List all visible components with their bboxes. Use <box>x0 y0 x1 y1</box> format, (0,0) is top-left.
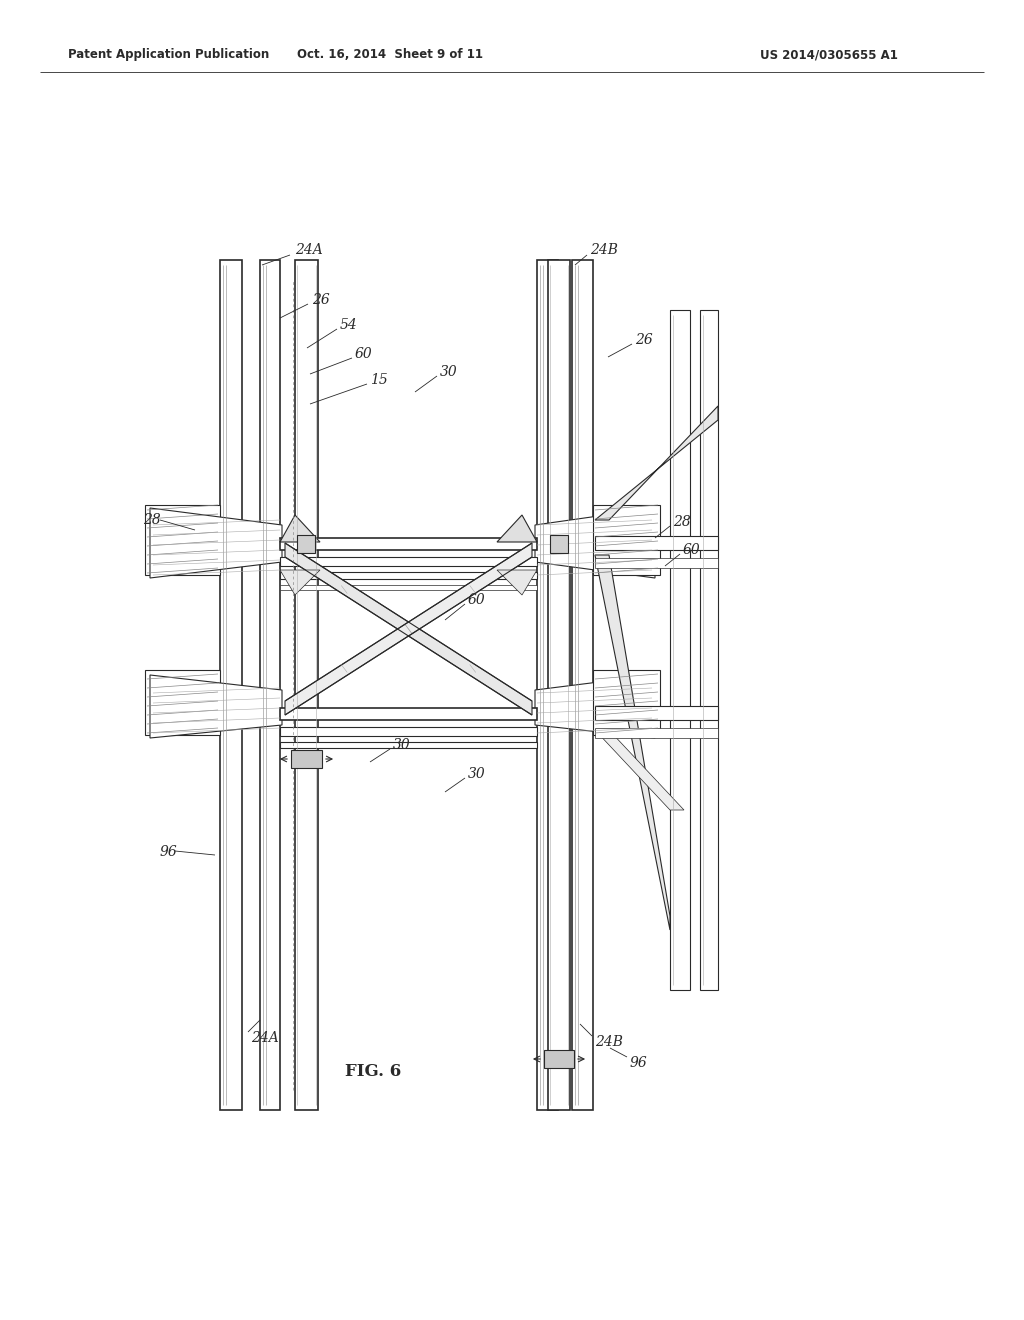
Bar <box>260 260 280 1110</box>
Polygon shape <box>280 515 319 543</box>
Polygon shape <box>595 730 684 810</box>
Bar <box>280 742 537 748</box>
Bar <box>548 260 570 1110</box>
Polygon shape <box>535 675 655 738</box>
Bar <box>700 310 718 990</box>
Text: 54: 54 <box>340 318 357 333</box>
Text: 30: 30 <box>468 767 485 781</box>
Text: 96: 96 <box>630 1056 648 1071</box>
Polygon shape <box>497 515 537 543</box>
Text: 96: 96 <box>160 845 178 859</box>
Bar <box>595 558 718 568</box>
Bar <box>595 536 718 550</box>
Text: 15: 15 <box>370 374 388 387</box>
Polygon shape <box>285 543 532 715</box>
Bar <box>297 535 315 553</box>
Text: Patent Application Publication: Patent Application Publication <box>68 48 269 61</box>
Bar <box>593 671 660 735</box>
Text: Oct. 16, 2014  Sheet 9 of 11: Oct. 16, 2014 Sheet 9 of 11 <box>297 48 483 61</box>
Bar <box>593 506 660 576</box>
Polygon shape <box>280 570 319 595</box>
Text: 28: 28 <box>143 513 161 527</box>
Bar <box>145 506 220 576</box>
Polygon shape <box>595 407 718 520</box>
Bar <box>280 585 537 590</box>
Bar <box>595 729 718 738</box>
Text: 24B: 24B <box>595 1035 623 1049</box>
Bar <box>544 1049 574 1068</box>
Bar <box>595 706 718 719</box>
Polygon shape <box>497 570 537 595</box>
Text: 60: 60 <box>683 543 700 557</box>
Polygon shape <box>535 508 655 578</box>
Text: US 2014/0305655 A1: US 2014/0305655 A1 <box>760 48 898 61</box>
Text: 24A: 24A <box>251 1031 279 1045</box>
Bar <box>280 557 537 566</box>
Bar <box>537 260 558 1110</box>
Bar <box>291 750 322 768</box>
Polygon shape <box>150 675 282 738</box>
Polygon shape <box>595 554 670 931</box>
Bar <box>670 310 690 990</box>
Polygon shape <box>150 508 282 578</box>
Bar <box>280 727 537 737</box>
Polygon shape <box>285 543 532 715</box>
Text: 26: 26 <box>635 333 652 347</box>
Text: FIG. 6: FIG. 6 <box>345 1064 401 1081</box>
Bar <box>280 572 537 579</box>
Bar <box>572 260 593 1110</box>
Text: 60: 60 <box>468 593 485 607</box>
Text: 30: 30 <box>393 738 411 752</box>
Bar <box>280 539 537 550</box>
Text: 60: 60 <box>355 347 373 360</box>
Text: 26: 26 <box>312 293 330 308</box>
Bar <box>550 535 568 553</box>
Bar <box>145 671 220 735</box>
Bar <box>280 708 537 719</box>
Text: 28: 28 <box>673 515 691 529</box>
Text: 24B: 24B <box>590 243 618 257</box>
Text: 30: 30 <box>440 366 458 379</box>
Bar <box>295 260 318 1110</box>
Bar <box>220 260 242 1110</box>
Text: 24A: 24A <box>295 243 323 257</box>
